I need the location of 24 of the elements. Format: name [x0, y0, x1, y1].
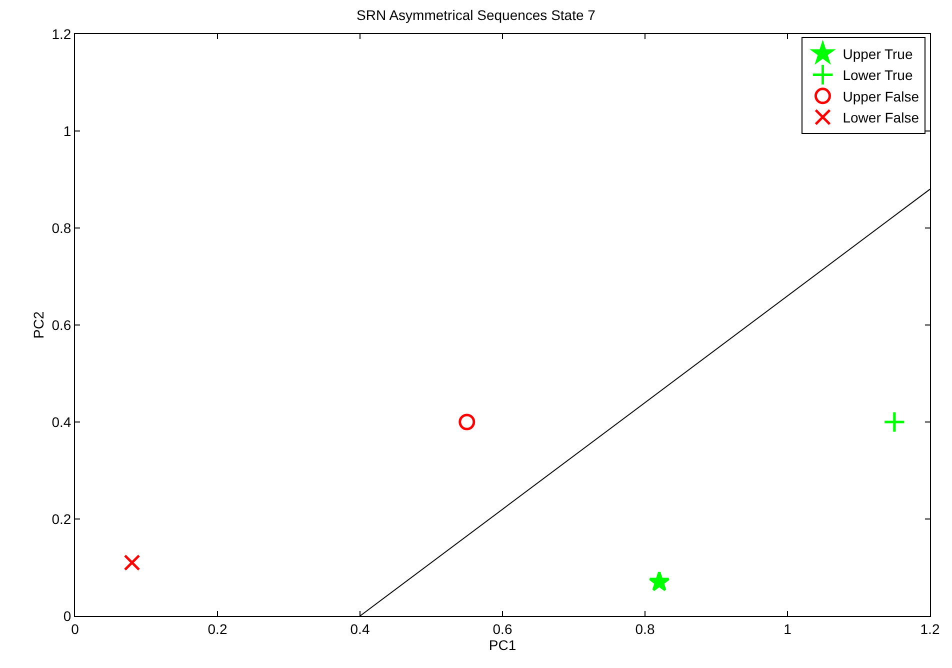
legend-label: Upper True	[842, 46, 913, 62]
x-tick-label: 0.8	[635, 620, 655, 637]
y-tick-label: 0.2	[52, 510, 72, 527]
chart-title: SRN Asymmetrical Sequences State 7	[356, 6, 596, 23]
x-tick-label: 0.4	[350, 620, 370, 637]
point	[648, 571, 670, 592]
y-tick-label: 0.4	[52, 414, 72, 430]
x-tick-label: 0.2	[208, 620, 228, 637]
point	[458, 414, 476, 430]
x-tick-label: 1.2	[920, 620, 940, 637]
y-tick-label: 1.2	[52, 26, 72, 42]
legend-label: Lower True	[842, 67, 913, 84]
y-tick-label: 0	[63, 608, 72, 624]
y-tick-label: 0.8	[52, 220, 72, 236]
y-tick-label: 1	[63, 122, 72, 139]
point	[883, 410, 906, 434]
legend-label: Upper False	[842, 88, 920, 104]
x-tick-label: 1	[784, 620, 792, 637]
x-axis-title: PC1	[488, 637, 516, 654]
y-tick-label: 0.6	[52, 316, 72, 333]
point	[124, 554, 140, 571]
y-axis-title: PC2	[30, 311, 46, 339]
x-tick-label: 0.6	[492, 620, 512, 637]
legend-label: Lower False	[842, 110, 920, 126]
